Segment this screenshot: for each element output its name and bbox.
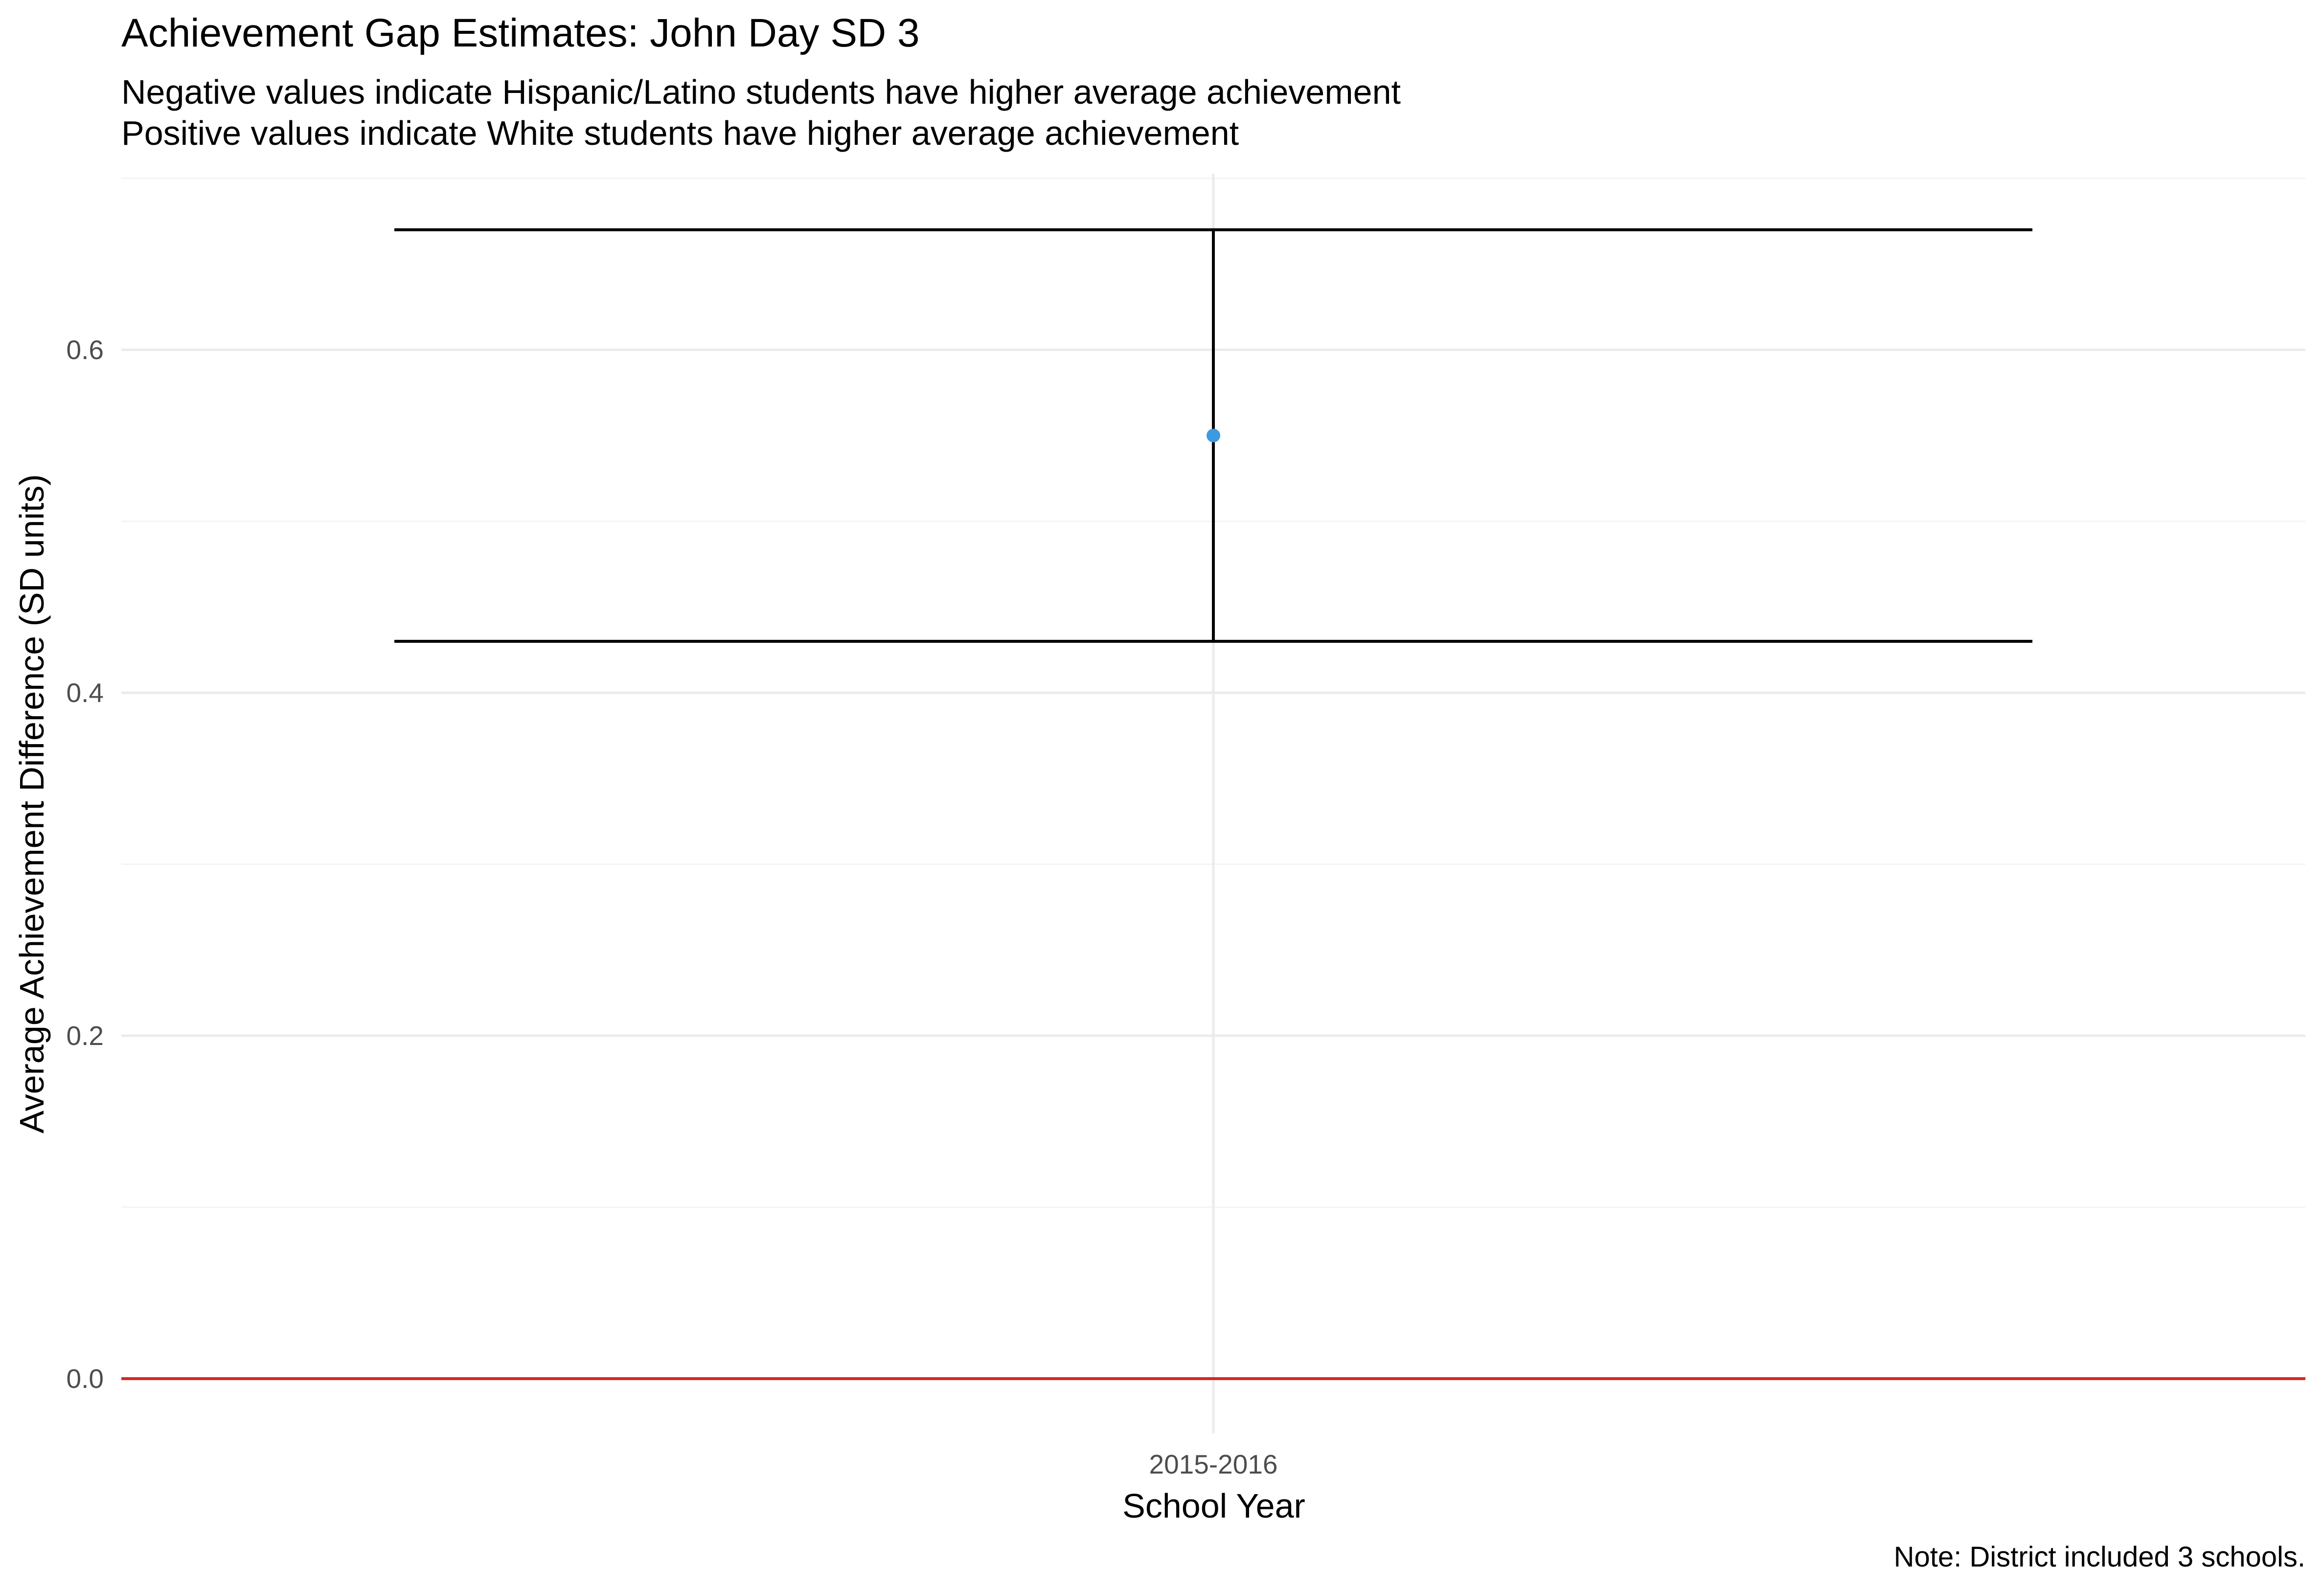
chart-title: Achievement Gap Estimates: John Day SD 3 xyxy=(121,11,920,55)
data-points xyxy=(1207,429,1220,443)
y-axis-title: Average Achievement Difference (SD units… xyxy=(13,474,51,1134)
x-axis-title: School Year xyxy=(1122,1487,1305,1525)
y-tick-labels: 0.0 0.2 0.4 0.6 xyxy=(67,335,104,1394)
chart-subtitle-line-1: Negative values indicate Hispanic/Latino… xyxy=(121,73,1401,111)
chart-subtitle-line-2: Positive values indicate White students … xyxy=(121,114,1239,152)
y-tick-label: 0.0 xyxy=(67,1363,104,1394)
y-tick-label: 0.2 xyxy=(67,1021,104,1051)
data-point xyxy=(1207,429,1220,443)
y-tick-label: 0.6 xyxy=(67,335,104,365)
y-tick-label: 0.4 xyxy=(67,678,104,708)
x-tick-labels: 2015-2016 xyxy=(1149,1449,1277,1479)
chart-caption: Note: District included 3 schools. xyxy=(1894,1541,2305,1573)
x-tick-label: 2015-2016 xyxy=(1149,1449,1277,1479)
